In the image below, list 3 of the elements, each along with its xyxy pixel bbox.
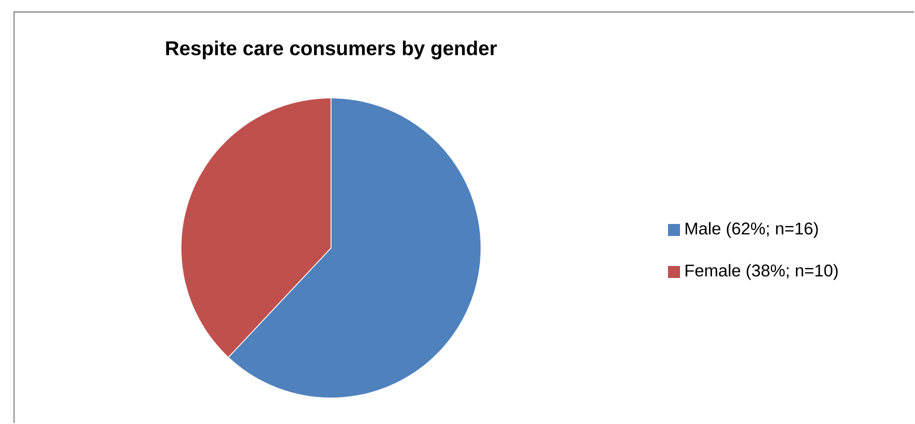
- legend-label: Female (38%; n=10): [686, 264, 838, 280]
- legend-label: Male (62%; n=16): [686, 222, 818, 238]
- chart-title: Respite care consumers by gender: [166, 40, 497, 60]
